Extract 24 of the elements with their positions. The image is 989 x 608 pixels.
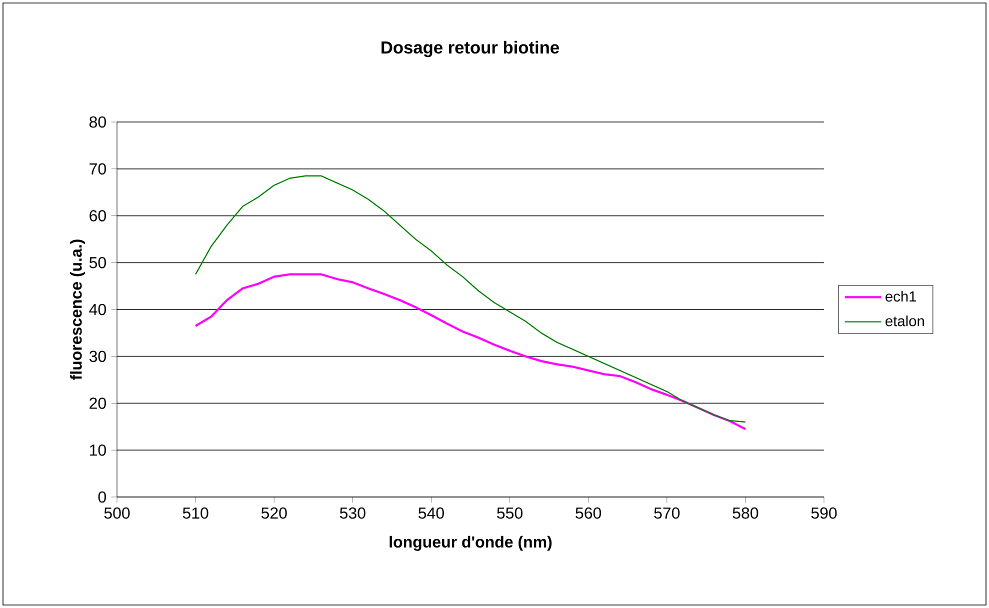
y-tick-label: 10 (90, 444, 106, 456)
chart-title: Dosage retour biotine (382, 40, 559, 58)
x-tick-label: 570 (654, 507, 680, 519)
legend-label: ech1 (886, 290, 916, 302)
y-tick-label: 60 (90, 210, 106, 222)
y-tick-label: 0 (98, 491, 106, 503)
x-tick-label: 530 (340, 507, 366, 519)
y-tick-label: 50 (89, 256, 106, 268)
x-tick-label: 500 (104, 507, 130, 519)
y-tick-label: 40 (89, 304, 106, 316)
x-axis-title: longueur d'onde (nm) (390, 536, 552, 551)
y-axis-title: fluorescence (u.a.) (70, 240, 85, 380)
y-tick-label: 30 (89, 350, 106, 362)
x-tick-label: 540 (418, 507, 444, 519)
x-tick-label: 590 (811, 507, 837, 519)
y-tick-label: 70 (90, 163, 106, 175)
x-tick-label: 560 (576, 507, 602, 519)
x-tick-label: 580 (732, 507, 758, 519)
x-tick-label: 550 (497, 507, 522, 519)
legend-label: etalon (886, 316, 924, 326)
x-tick-label: 510 (182, 507, 208, 519)
y-tick-label: 80 (89, 116, 106, 128)
y-tick-label: 20 (90, 398, 106, 409)
x-tick-label: 520 (261, 507, 287, 519)
